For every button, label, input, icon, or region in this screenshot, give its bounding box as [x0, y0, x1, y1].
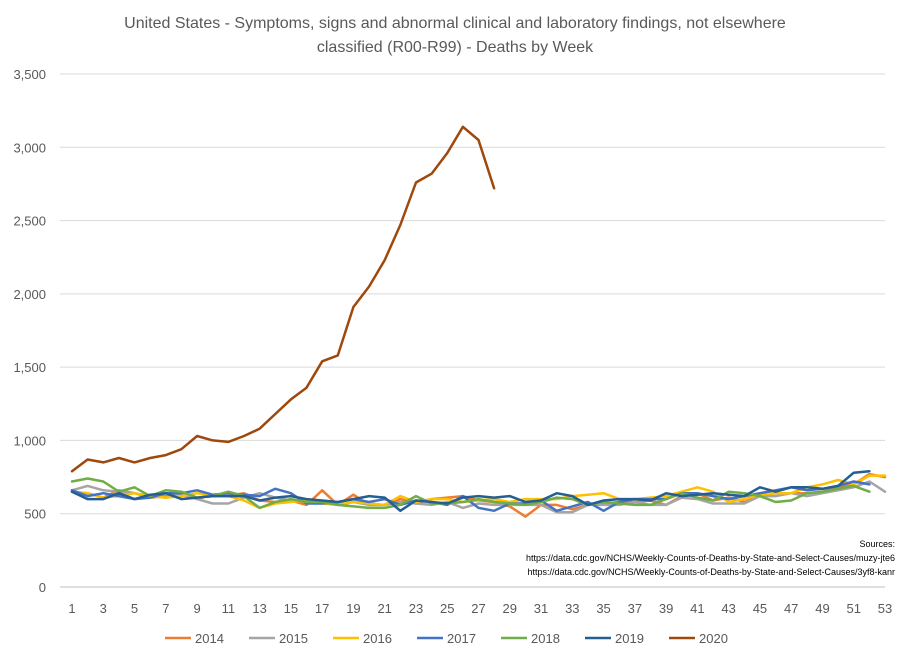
- x-tick-label: 47: [784, 601, 798, 616]
- y-tick-label: 2,500: [13, 214, 46, 229]
- x-tick-label: 35: [596, 601, 610, 616]
- x-tick-label: 53: [878, 601, 892, 616]
- x-tick-label: 31: [534, 601, 548, 616]
- legend-label-2018: 2018: [531, 631, 560, 646]
- y-tick-label: 1,000: [13, 433, 46, 448]
- x-tick-label: 7: [162, 601, 169, 616]
- x-tick-label: 41: [690, 601, 704, 616]
- y-tick-label: 0: [39, 580, 46, 595]
- x-tick-label: 13: [252, 601, 266, 616]
- series-line-2020: [70, 125, 496, 473]
- legend-label-2014: 2014: [195, 631, 224, 646]
- series-line-2015: [70, 480, 887, 514]
- legend-label-2019: 2019: [615, 631, 644, 646]
- x-axis-tick-labels: 1 3 5 7 9 11 13 15 17 19 21 23 25 27 29 31 33 35 37 39 41 43 4…: [68, 601, 892, 616]
- x-tick-label: 1: [68, 601, 75, 616]
- x-tick-label: 23: [409, 601, 423, 616]
- source-url-2: https://data.cdc.gov/NCHS/Weekly-Counts-…: [528, 567, 896, 577]
- y-tick-label: 500: [24, 507, 46, 522]
- series-line-2016: [70, 474, 887, 510]
- grid-lines: [60, 73, 885, 588]
- legend-label-2017: 2017: [447, 631, 476, 646]
- legend-label-2015: 2015: [279, 631, 308, 646]
- y-tick-label: 2,000: [13, 287, 46, 302]
- x-tick-label: 21: [377, 601, 391, 616]
- x-tick-label: 15: [284, 601, 298, 616]
- y-tick-label: 1,500: [13, 360, 46, 375]
- x-tick-label: 37: [628, 601, 642, 616]
- x-tick-label: 45: [753, 601, 767, 616]
- x-tick-label: 19: [346, 601, 360, 616]
- y-tick-label: 3,500: [13, 67, 46, 82]
- x-tick-label: 5: [131, 601, 138, 616]
- x-tick-label: 51: [846, 601, 860, 616]
- legend-label-2020: 2020: [699, 631, 728, 646]
- x-tick-label: 3: [100, 601, 107, 616]
- series-line-2019: [70, 469, 871, 513]
- x-tick-label: 33: [565, 601, 579, 616]
- x-tick-label: 11: [222, 601, 236, 616]
- x-tick-label: 25: [440, 601, 454, 616]
- series-lines: [70, 125, 887, 518]
- x-tick-label: 27: [471, 601, 485, 616]
- x-tick-label: 39: [659, 601, 673, 616]
- series-line-2017: [70, 480, 871, 513]
- chart-title-line-1: United States - Symptoms, signs and abno…: [124, 15, 786, 32]
- x-tick-label: 9: [193, 601, 200, 616]
- x-tick-label: 43: [721, 601, 735, 616]
- y-tick-label: 3,000: [13, 140, 46, 155]
- x-tick-label: 17: [315, 601, 329, 616]
- sources-heading: Sources:: [859, 539, 895, 549]
- sources-note: Sources: https://data.cdc.gov/NCHS/Weekl…: [526, 539, 895, 577]
- source-url-1: https://data.cdc.gov/NCHS/Weekly-Counts-…: [526, 553, 895, 563]
- legend: 2014 2015 2016 2017 2018 2019 2020: [165, 631, 728, 646]
- x-tick-label: 49: [815, 601, 829, 616]
- chart-title-line-2: classified (R00-R99) - Deaths by Week: [317, 39, 594, 56]
- legend-label-2016: 2016: [363, 631, 392, 646]
- x-tick-label: 29: [503, 601, 517, 616]
- y-axis-tick-labels: 0 500 1,000 1,500 2,000 2,500 3,000 3,500: [13, 67, 46, 595]
